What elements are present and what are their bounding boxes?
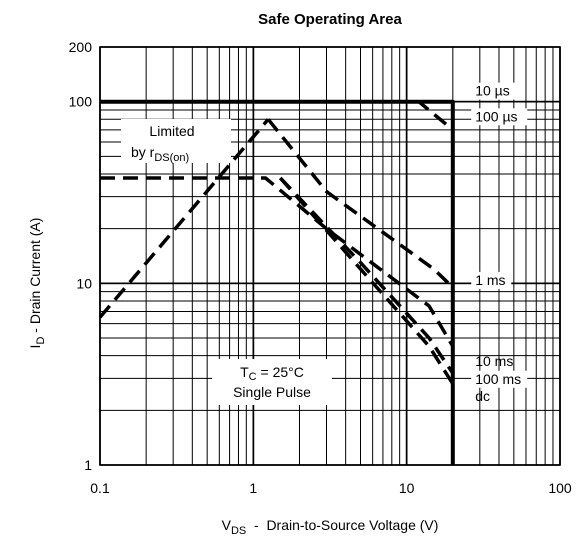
limited-line2-sub: DS(on) (154, 152, 189, 164)
y-tick-label: 100 (69, 94, 93, 110)
series-label: 10 µs (475, 83, 510, 99)
x-tick-label: 100 (548, 480, 572, 496)
y-axis-label-sub: D (35, 337, 47, 345)
x-axis-label-sub: DS (231, 525, 246, 537)
series-label-bg (471, 271, 512, 289)
series-label-bg (471, 108, 528, 126)
chart-title: Safe Operating Area (258, 11, 402, 28)
x-axis-label: VDS - Drain-to-Source Voltage (V) (222, 517, 439, 537)
series-label: 1 ms (475, 272, 505, 288)
series-label-bg (471, 370, 528, 388)
limited-line2: by rDS(on) (131, 144, 189, 164)
conditions-line1-sub: C (249, 371, 257, 383)
series-label: 100 µs (475, 108, 517, 124)
conditions-line2: Single Pulse (233, 384, 311, 400)
series-line-4 (100, 176, 455, 348)
series-line-1 (278, 99, 454, 132)
y-tick-label: 1 (84, 457, 92, 473)
series-line-5 (279, 176, 455, 375)
series-line-6 (278, 176, 455, 385)
series-line-3 (266, 118, 455, 289)
x-axis-label-main: V (222, 517, 232, 533)
limited-annotation: Limited by rDS(on) (121, 119, 231, 164)
conditions-line1-main: T (240, 364, 249, 380)
y-axis-label: ID - Drain Current (A) (27, 218, 47, 349)
series-line-2 (98, 118, 270, 319)
x-tick-label: 1 (249, 480, 257, 496)
series-group (98, 99, 455, 465)
conditions-line1-rest: = 25°C (257, 364, 304, 380)
x-tick-label: 0.1 (90, 480, 110, 496)
x-tick-labels: 0.1 1 10 100 (90, 480, 572, 496)
y-tick-label: 200 (69, 39, 93, 55)
plot-frame (99, 46, 561, 466)
limited-line2-main: by r (131, 144, 155, 160)
y-axis-label-main: I (27, 345, 43, 349)
series-label-bg (471, 82, 520, 100)
y-tick-labels: 1 10 100 200 (69, 39, 93, 473)
conditions-annotation-bg (212, 359, 332, 405)
series-label: 100 ms (475, 371, 521, 387)
y-axis-label-rest: - Drain Current (A) (27, 218, 43, 337)
conditions-line1: TC = 25°C (240, 364, 304, 383)
series-label: 10 ms (475, 353, 513, 369)
limited-annotation-bg (121, 119, 231, 163)
conditions-annotation: TC = 25°C Single Pulse (212, 359, 332, 405)
y-tick-label: 10 (76, 275, 92, 291)
x-tick-label: 10 (399, 480, 415, 496)
series-label: dc (475, 388, 490, 404)
limited-line1: Limited (149, 123, 194, 139)
x-axis-label-rest: - Drain-to-Source Voltage (V) (246, 517, 438, 533)
